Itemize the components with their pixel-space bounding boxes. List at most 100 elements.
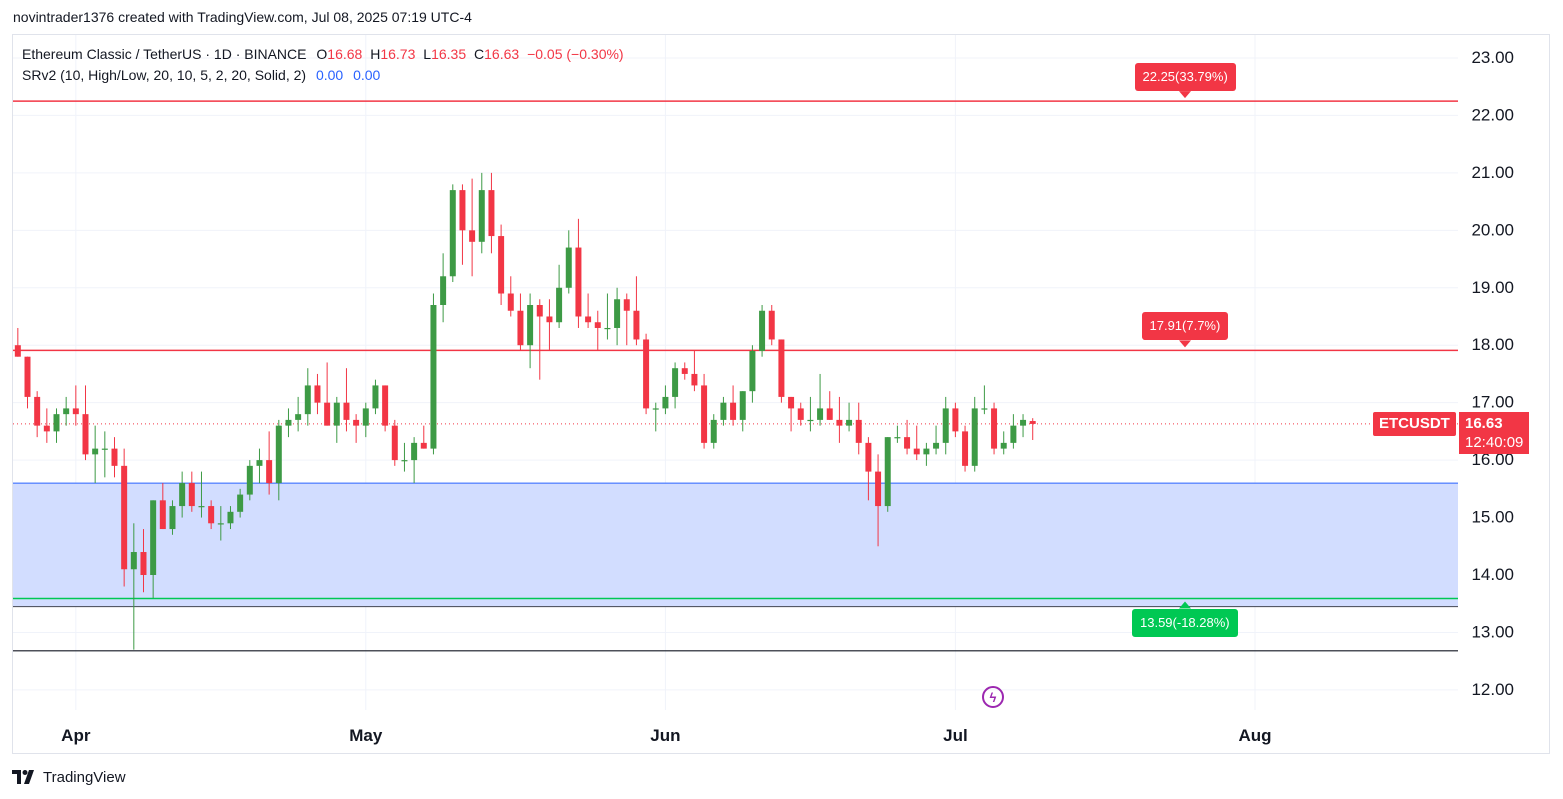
candle-down bbox=[633, 310, 640, 340]
candle-up bbox=[846, 419, 853, 426]
candle-down bbox=[681, 368, 688, 374]
candle-up bbox=[304, 385, 311, 415]
levels-layer bbox=[13, 91, 1458, 652]
y-tick-label: 21.00 bbox=[1471, 163, 1514, 182]
candle-up bbox=[53, 414, 60, 432]
support-label-pointer bbox=[1179, 601, 1191, 609]
y-tick-label: 18.00 bbox=[1471, 335, 1514, 354]
candle-down bbox=[701, 385, 708, 443]
candle-down bbox=[778, 339, 785, 397]
legend-symbol[interactable]: Ethereum Classic / TetherUS · 1D · BINAN… bbox=[22, 46, 307, 62]
legend-indicator-value-2: 0.00 bbox=[353, 67, 381, 83]
candle-up bbox=[739, 391, 746, 420]
x-axis: Apr May Jun Jul Aug bbox=[61, 726, 1271, 745]
y-tick-label: 20.00 bbox=[1471, 220, 1514, 239]
candle-down bbox=[788, 396, 795, 409]
candle-down bbox=[34, 396, 41, 426]
candle-up bbox=[981, 408, 988, 410]
legend-open-label: O bbox=[316, 46, 328, 62]
candle-down bbox=[266, 460, 273, 484]
support-zone bbox=[13, 483, 1458, 607]
candle-down bbox=[768, 310, 775, 340]
footer-brand-text: TradingView bbox=[43, 768, 126, 786]
legend-indicator-row: SRv2 (10, High/Low, 20, 10, 5, 2, 20, So… bbox=[22, 65, 624, 86]
candle-up bbox=[130, 552, 137, 570]
candle-up bbox=[759, 310, 766, 351]
footer-brand[interactable]: TradingView bbox=[12, 767, 126, 787]
candle-down bbox=[536, 305, 543, 317]
candle-up bbox=[1010, 425, 1017, 443]
candle-down bbox=[623, 299, 630, 311]
candle-down bbox=[991, 408, 998, 449]
y-tick-label: 17.00 bbox=[1471, 393, 1514, 412]
candle-up bbox=[333, 402, 340, 426]
candle-down bbox=[1029, 421, 1036, 424]
candle-down bbox=[517, 310, 524, 346]
candle-down bbox=[507, 293, 514, 311]
y-tick-label: 19.00 bbox=[1471, 278, 1514, 297]
x-tick-label: Jun bbox=[650, 726, 680, 745]
candle-up bbox=[295, 414, 302, 420]
legend-high-label: H bbox=[370, 46, 381, 62]
candle-up bbox=[256, 460, 263, 466]
legend-low: 16.35 bbox=[431, 46, 467, 62]
candle-up bbox=[672, 368, 679, 397]
resistance-label-1: 22.25(33.79%) bbox=[1134, 63, 1236, 92]
legend-symbol-row: Ethereum Classic / TetherUS · 1D · BINAN… bbox=[22, 44, 624, 65]
legend-open: 16.68 bbox=[327, 46, 363, 62]
candle-down bbox=[43, 425, 50, 432]
candle-up bbox=[92, 448, 99, 455]
candle-down bbox=[913, 448, 920, 455]
candle-up bbox=[246, 465, 253, 495]
candle-up bbox=[275, 425, 282, 484]
legend-indicator[interactable]: SRv2 (10, High/Low, 20, 10, 5, 2, 20, So… bbox=[22, 67, 307, 83]
candle-up bbox=[556, 287, 563, 323]
candle-down bbox=[121, 465, 128, 570]
grid-layer bbox=[13, 35, 1458, 710]
candle-up bbox=[527, 305, 534, 346]
candle-up bbox=[101, 448, 108, 450]
candle-up bbox=[933, 442, 940, 449]
candle-up bbox=[817, 408, 824, 420]
candle-down bbox=[904, 437, 911, 449]
candle-up bbox=[440, 276, 447, 305]
candle-down bbox=[875, 471, 882, 507]
candle-up bbox=[169, 506, 176, 530]
candle-up bbox=[749, 350, 756, 392]
candle-up bbox=[63, 408, 70, 415]
y-tick-label: 15.00 bbox=[1471, 508, 1514, 527]
legend-low-label: L bbox=[423, 46, 432, 62]
candle-down bbox=[855, 419, 862, 443]
candle-up bbox=[217, 523, 224, 525]
candle-up bbox=[449, 190, 456, 277]
support-label: 13.59(-18.28%) bbox=[1132, 608, 1238, 637]
legend-high: 16.73 bbox=[380, 46, 416, 62]
candle-down bbox=[643, 339, 650, 409]
x-tick-label: May bbox=[349, 726, 383, 745]
candle-down bbox=[730, 402, 737, 420]
candle-up bbox=[179, 483, 186, 507]
candle-up bbox=[150, 500, 157, 575]
x-tick-label: Aug bbox=[1239, 726, 1272, 745]
candle-down bbox=[797, 408, 804, 420]
candle-up bbox=[478, 190, 485, 242]
legend-close-label: C bbox=[474, 46, 485, 62]
x-tick-label: Jul bbox=[943, 726, 968, 745]
candle-up bbox=[198, 506, 205, 508]
y-tick-label: 23.00 bbox=[1471, 48, 1514, 67]
resistance-label-2: 17.91(7.7%) bbox=[1141, 312, 1229, 341]
x-tick-label: Apr bbox=[61, 726, 91, 745]
candle-up bbox=[710, 419, 717, 443]
chart-frame bbox=[12, 34, 1550, 754]
candle-up bbox=[430, 305, 437, 449]
last-price: 16.63 bbox=[1465, 414, 1503, 432]
candle-up bbox=[652, 408, 659, 410]
candle-up bbox=[285, 419, 292, 426]
resistance-label-pointer bbox=[1179, 91, 1191, 99]
candle-up bbox=[923, 448, 930, 455]
lightning-icon[interactable]: ϟ bbox=[982, 686, 1004, 708]
bar-countdown: 12:40:09 bbox=[1465, 433, 1524, 451]
last-price-tag: 16.63 12:40:09 bbox=[1459, 411, 1530, 454]
candle-down bbox=[585, 316, 592, 323]
